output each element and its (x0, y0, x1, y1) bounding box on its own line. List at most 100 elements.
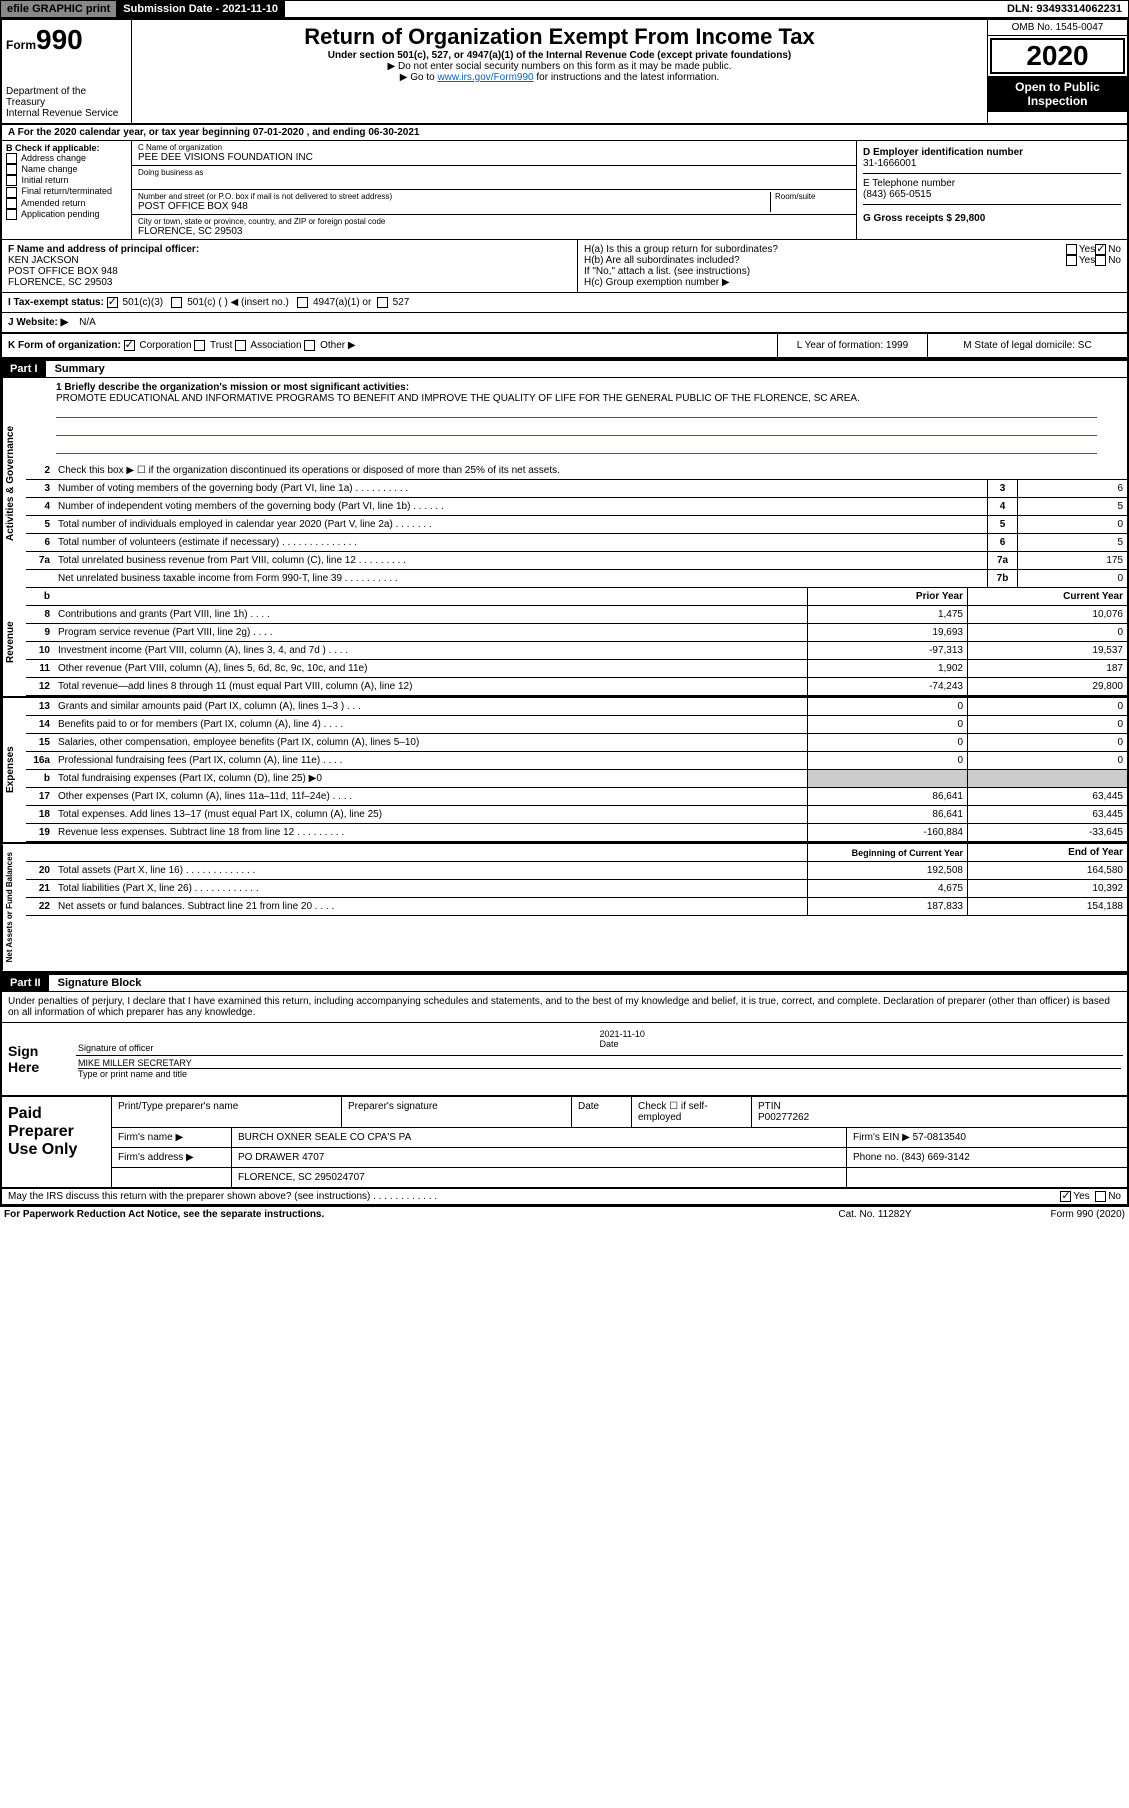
org-city: FLORENCE, SC 29503 (138, 226, 850, 237)
side-governance: Activities & Governance (2, 378, 26, 588)
dept-treasury: Department of the Treasury (6, 86, 127, 108)
ha-no-checkbox[interactable] (1095, 244, 1106, 255)
firm-name-label: Firm's name ▶ (112, 1128, 232, 1147)
checkbox-amended-return[interactable] (6, 198, 17, 209)
line-b: bTotal fundraising expenses (Part IX, co… (26, 770, 1127, 788)
line-22: 22Net assets or fund balances. Subtract … (26, 898, 1127, 916)
checkbox-name-change[interactable] (6, 164, 17, 175)
form-number: 990 (36, 24, 83, 55)
current-year-header: Current Year (967, 588, 1127, 605)
gov-line-2: 2Check this box ▶ ☐ if the organization … (26, 462, 1127, 480)
tax-status-label: I Tax-exempt status: (8, 297, 104, 308)
discuss-no-checkbox[interactable] (1095, 1191, 1106, 1202)
501c-checkbox[interactable] (171, 297, 182, 308)
gov-line-7a: 7aTotal unrelated business revenue from … (26, 552, 1127, 570)
begin-year-header: Beginning of Current Year (807, 844, 967, 861)
paid-preparer-block: Paid Preparer Use Only Print/Type prepar… (2, 1097, 1127, 1189)
line-20: 20Total assets (Part X, line 16) . . . .… (26, 862, 1127, 880)
firm-ein: Firm's EIN ▶ 57-0813540 (847, 1128, 1127, 1147)
k-opt-2[interactable] (235, 340, 246, 351)
line-8: 8Contributions and grants (Part VIII, li… (26, 606, 1127, 624)
discuss-text: May the IRS discuss this return with the… (8, 1191, 1060, 1202)
line-13: 13Grants and similar amounts paid (Part … (26, 698, 1127, 716)
firm-name: BURCH OXNER SEALE CO CPA'S PA (232, 1128, 847, 1147)
prep-sig-label: Preparer's signature (342, 1097, 572, 1127)
hb-label: H(b) Are all subordinates included? (584, 255, 1066, 266)
line-19: 19Revenue less expenses. Subtract line 1… (26, 824, 1127, 842)
discuss-row: May the IRS discuss this return with the… (2, 1189, 1127, 1205)
part2-title: Signature Block (52, 975, 148, 991)
form-header: Form990 Department of the Treasury Inter… (2, 20, 1127, 125)
line-12: 12Total revenue—add lines 8 through 11 (… (26, 678, 1127, 696)
checkbox-address-change[interactable] (6, 153, 17, 164)
website-label: J Website: ▶ (8, 317, 68, 328)
rev-b: b (26, 591, 54, 602)
sig-name: MIKE MILLER SECRETARY (78, 1058, 1121, 1069)
addr-label: Number and street (or P.O. box if mail i… (138, 192, 770, 201)
mission-text: PROMOTE EDUCATIONAL AND INFORMATIVE PROG… (56, 393, 1097, 404)
form-org-label: K Form of organization: (8, 340, 121, 351)
irs-link[interactable]: www.irs.gov/Form990 (437, 72, 533, 83)
side-revenue: Revenue (2, 588, 26, 696)
discuss-yes-checkbox[interactable] (1060, 1191, 1071, 1202)
summary-governance: Activities & Governance 1 Briefly descri… (2, 378, 1127, 588)
open-public-badge: Open to Public Inspection (988, 76, 1127, 112)
officer-addr2: FLORENCE, SC 29503 (8, 277, 571, 288)
paperwork-notice: For Paperwork Reduction Act Notice, see … (4, 1209, 775, 1220)
sig-date-value: 2021-11-10 (600, 1029, 1122, 1039)
website-row: J Website: ▶ N/A (2, 313, 1127, 334)
checkbox-initial-return[interactable] (6, 175, 17, 186)
line-10: 10Investment income (Part VIII, column (… (26, 642, 1127, 660)
officer-name: KEN JACKSON (8, 255, 571, 266)
gov-line-4: 4Number of independent voting members of… (26, 498, 1127, 516)
line-11: 11Other revenue (Part VIII, column (A), … (26, 660, 1127, 678)
cat-number: Cat. No. 11282Y (775, 1209, 975, 1220)
dept-irs: Internal Revenue Service (6, 108, 127, 119)
527-checkbox[interactable] (377, 297, 388, 308)
line-14: 14Benefits paid to or for members (Part … (26, 716, 1127, 734)
ha-label: H(a) Is this a group return for subordin… (584, 244, 1066, 255)
note-goto-pre: ▶ Go to (400, 72, 438, 83)
4947-checkbox[interactable] (297, 297, 308, 308)
form-title: Return of Organization Exempt From Incom… (140, 24, 979, 50)
k-opt-0[interactable] (124, 340, 135, 351)
line-9: 9Program service revenue (Part VIII, lin… (26, 624, 1127, 642)
line-18: 18Total expenses. Add lines 13–17 (must … (26, 806, 1127, 824)
end-year-header: End of Year (967, 844, 1127, 861)
checkbox-application-pending[interactable] (6, 209, 17, 220)
part1-header: Part I Summary (2, 359, 1127, 378)
org-name: PEE DEE VISIONS FOUNDATION INC (138, 152, 850, 163)
k-opt-1[interactable] (194, 340, 205, 351)
checkbox-final-return-terminated[interactable] (6, 187, 17, 198)
officer-label: F Name and address of principal officer: (8, 244, 571, 255)
side-expenses: Expenses (2, 698, 26, 842)
prep-name-label: Print/Type preparer's name (112, 1097, 342, 1127)
line-21: 21Total liabilities (Part X, line 26) . … (26, 880, 1127, 898)
paid-preparer-label: Paid Preparer Use Only (2, 1097, 112, 1187)
form-ref: Form 990 (2020) (975, 1209, 1125, 1220)
line-17: 17Other expenses (Part IX, column (A), l… (26, 788, 1127, 806)
part1-badge: Part I (2, 361, 46, 377)
firm-addr-label: Firm's address ▶ (112, 1148, 232, 1167)
ein-value: 31-1666001 (863, 158, 1121, 169)
form-label: Form (6, 38, 36, 52)
note-ssn: ▶ Do not enter social security numbers o… (140, 61, 979, 72)
room-label: Room/suite (775, 192, 850, 201)
gov-line-5: 5Total number of individuals employed in… (26, 516, 1127, 534)
501c3-checkbox[interactable] (107, 297, 118, 308)
mission-label: 1 Briefly describe the organization's mi… (56, 382, 1097, 393)
side-net: Net Assets or Fund Balances (2, 844, 26, 970)
part1-title: Summary (49, 361, 111, 377)
hb-yes-checkbox[interactable] (1066, 255, 1077, 266)
ha-yes-checkbox[interactable] (1066, 244, 1077, 255)
form-subtitle: Under section 501(c), 527, or 4947(a)(1)… (140, 50, 979, 61)
hb-no-checkbox[interactable] (1095, 255, 1106, 266)
no-label: No (1108, 244, 1121, 255)
gov-line-: Net unrelated business taxable income fr… (26, 570, 1127, 588)
sign-here-label: Sign Here (2, 1023, 72, 1095)
section-bcd: B Check if applicable: Address change Na… (2, 141, 1127, 240)
firm-city: FLORENCE, SC 295024707 (232, 1168, 847, 1187)
sig-name-label: Type or print name and title (78, 1069, 187, 1079)
k-opt-3[interactable] (304, 340, 315, 351)
dba-label: Doing business as (138, 168, 850, 177)
